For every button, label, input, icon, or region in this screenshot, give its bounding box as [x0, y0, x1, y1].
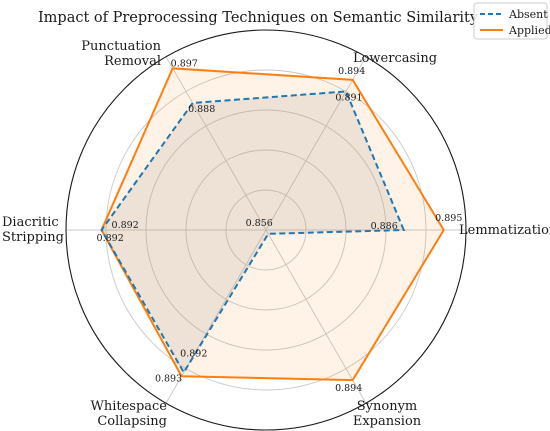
- legend-label-applied: Applied: [508, 24, 550, 37]
- grid-spoke-whitespace-collapsing: [165, 229, 267, 404]
- legend-label-absent: Absent: [508, 8, 548, 21]
- value-label-absent-lowercasing: 0.891: [335, 92, 362, 103]
- grid-spoke-punctuation-removal: [165, 56, 267, 231]
- value-label-absent-diacritic-stripping: 0.892: [112, 220, 139, 231]
- grid-spoke-synonym-expansion: [265, 229, 367, 404]
- value-label-absent-whitespace-collapsing: 0.892: [180, 348, 207, 359]
- value-label-applied-lemmatization: 0.895: [435, 213, 462, 224]
- value-label-applied-whitespace-collapsing: 0.893: [155, 373, 182, 384]
- axis-label-diacritic-stripping: Diacritic Stripping: [2, 215, 64, 245]
- radar-series: [100, 67, 445, 382]
- axis-label-lowercasing: Lowercasing: [353, 51, 437, 66]
- axis-labels: Lemmatization Lowercasing Punctuation Remov…: [2, 39, 550, 429]
- series-fill-absent: [101, 91, 404, 373]
- value-labels: 0.886 0.891 0.888 0.892 0.892 0.856 0.895 0.894…: [97, 58, 463, 394]
- value-label-applied-diacritic-stripping: 0.892: [97, 233, 124, 244]
- axis-label-punctuation-removal: Punctuation Removal: [81, 39, 161, 69]
- legend: Absent Applied: [473, 2, 550, 40]
- value-label-absent-lemmatization: 0.886: [371, 221, 398, 232]
- grid-spoke-lowercasing: [265, 56, 367, 231]
- series-fill-applied: [101, 68, 444, 381]
- value-label-applied-lowercasing: 0.894: [338, 66, 365, 77]
- value-label-applied-synonym-expansion: 0.894: [335, 383, 362, 394]
- axis-label-synonym-expansion: Synonym Expansion: [353, 399, 422, 429]
- value-label-applied-punctuation-removal: 0.897: [171, 58, 198, 69]
- series-line-absent: [100, 90, 406, 375]
- outer-frame: [65, 29, 467, 431]
- axis-label-lemmatization: Lemmatization: [459, 223, 550, 238]
- value-label-absent-punctuation-removal: 0.888: [188, 104, 215, 115]
- radar-grid: [65, 29, 467, 431]
- value-label-absent-synonym-expansion: 0.856: [246, 218, 273, 229]
- axis-label-whitespace-collapsing: Whitespace Collapsing: [90, 399, 167, 429]
- chart-title: Impact of Preprocessing Techniques on Se…: [38, 10, 479, 26]
